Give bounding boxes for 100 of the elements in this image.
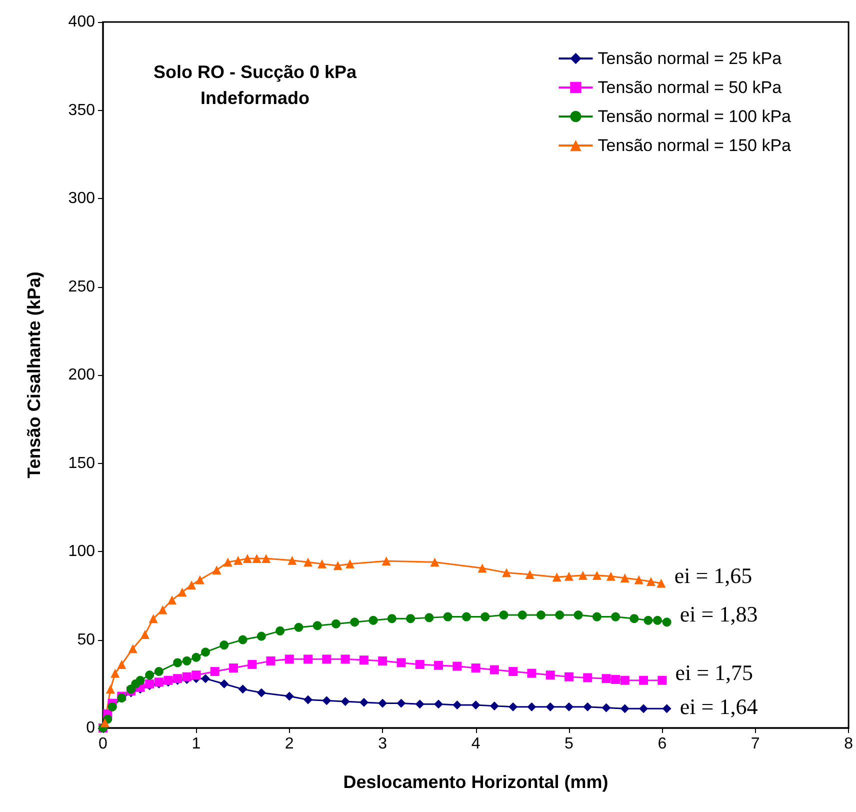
point <box>527 668 536 678</box>
x-tick-label: 1 <box>192 736 201 752</box>
point <box>234 556 243 565</box>
point <box>430 558 440 567</box>
point <box>564 572 574 581</box>
point <box>644 616 653 625</box>
point <box>583 673 592 682</box>
y-tick-label: 150 <box>68 454 96 472</box>
point <box>100 718 110 728</box>
x-axis-title: Deslocamento Horizontal (mm) <box>343 772 608 792</box>
y-tick-label: 400 <box>68 14 96 30</box>
point <box>639 704 648 714</box>
point <box>583 702 592 712</box>
point <box>620 573 630 582</box>
point <box>406 614 416 624</box>
point <box>242 554 252 564</box>
point <box>462 612 471 622</box>
point <box>415 700 424 709</box>
point <box>223 558 232 567</box>
point <box>178 588 187 597</box>
point <box>378 698 388 708</box>
point <box>518 610 527 620</box>
point <box>574 610 583 620</box>
point <box>117 660 126 669</box>
point <box>195 575 204 584</box>
point <box>499 610 508 620</box>
point <box>396 658 406 668</box>
point <box>304 654 313 664</box>
point <box>536 610 546 620</box>
point <box>602 703 611 712</box>
point <box>256 632 266 641</box>
point <box>508 667 518 676</box>
point <box>192 652 201 662</box>
x-tick-label: 3 <box>378 736 388 752</box>
point <box>578 570 588 580</box>
point <box>478 564 487 573</box>
point <box>471 663 480 672</box>
point <box>345 559 354 568</box>
point <box>154 667 164 676</box>
point <box>415 660 424 669</box>
legend-label: Tensão normal = 150 kPa <box>598 136 792 155</box>
point <box>434 660 443 670</box>
y-tick-label: 100 <box>68 543 96 560</box>
point <box>443 612 452 622</box>
x-tick-label: 0 <box>98 736 108 752</box>
point <box>331 619 340 628</box>
point <box>564 702 574 712</box>
point <box>620 704 630 714</box>
point <box>564 672 574 682</box>
y-tick-label: 300 <box>68 190 96 207</box>
point <box>592 570 602 580</box>
point <box>322 696 332 706</box>
point <box>434 700 443 709</box>
point <box>220 679 229 688</box>
x-tick-label: 6 <box>658 736 667 752</box>
point <box>304 558 313 567</box>
point <box>266 656 276 666</box>
annotation: ei = 1,75 <box>675 660 754 685</box>
y-axis-title: Tensão Cisalhante (kPa) <box>24 272 44 478</box>
point <box>606 572 616 581</box>
annotation: ei = 1,83 <box>680 602 758 627</box>
point <box>527 702 536 712</box>
point <box>634 575 644 584</box>
point <box>110 668 120 678</box>
point <box>262 554 271 564</box>
point <box>552 572 562 582</box>
point <box>333 561 342 570</box>
point <box>359 656 368 665</box>
x-tick-label: 4 <box>471 736 480 752</box>
point <box>182 656 192 666</box>
point <box>106 684 115 694</box>
point <box>350 618 360 627</box>
point <box>662 704 672 714</box>
point <box>656 578 666 588</box>
y-tick-label: 0 <box>86 720 96 736</box>
point <box>471 700 480 710</box>
point <box>359 698 368 707</box>
legend-label: Tensão normal = 50 kPa <box>598 78 782 97</box>
point <box>555 610 564 620</box>
point <box>276 626 285 636</box>
point <box>396 698 406 708</box>
point <box>318 559 327 568</box>
point <box>182 672 192 682</box>
point <box>502 568 512 578</box>
point <box>630 614 639 624</box>
point <box>304 695 313 704</box>
point <box>378 656 388 666</box>
x-tick-label: 5 <box>564 736 574 752</box>
point <box>424 613 434 622</box>
point <box>220 640 229 650</box>
y-tick-label: 250 <box>68 278 96 296</box>
point <box>368 616 378 625</box>
point <box>252 554 262 564</box>
text: Solo RO - Sucção 0 kPa <box>153 62 358 82</box>
point <box>312 621 322 630</box>
point <box>452 662 462 671</box>
point <box>167 596 176 605</box>
point <box>546 670 555 680</box>
point <box>452 700 462 710</box>
point <box>620 676 630 685</box>
